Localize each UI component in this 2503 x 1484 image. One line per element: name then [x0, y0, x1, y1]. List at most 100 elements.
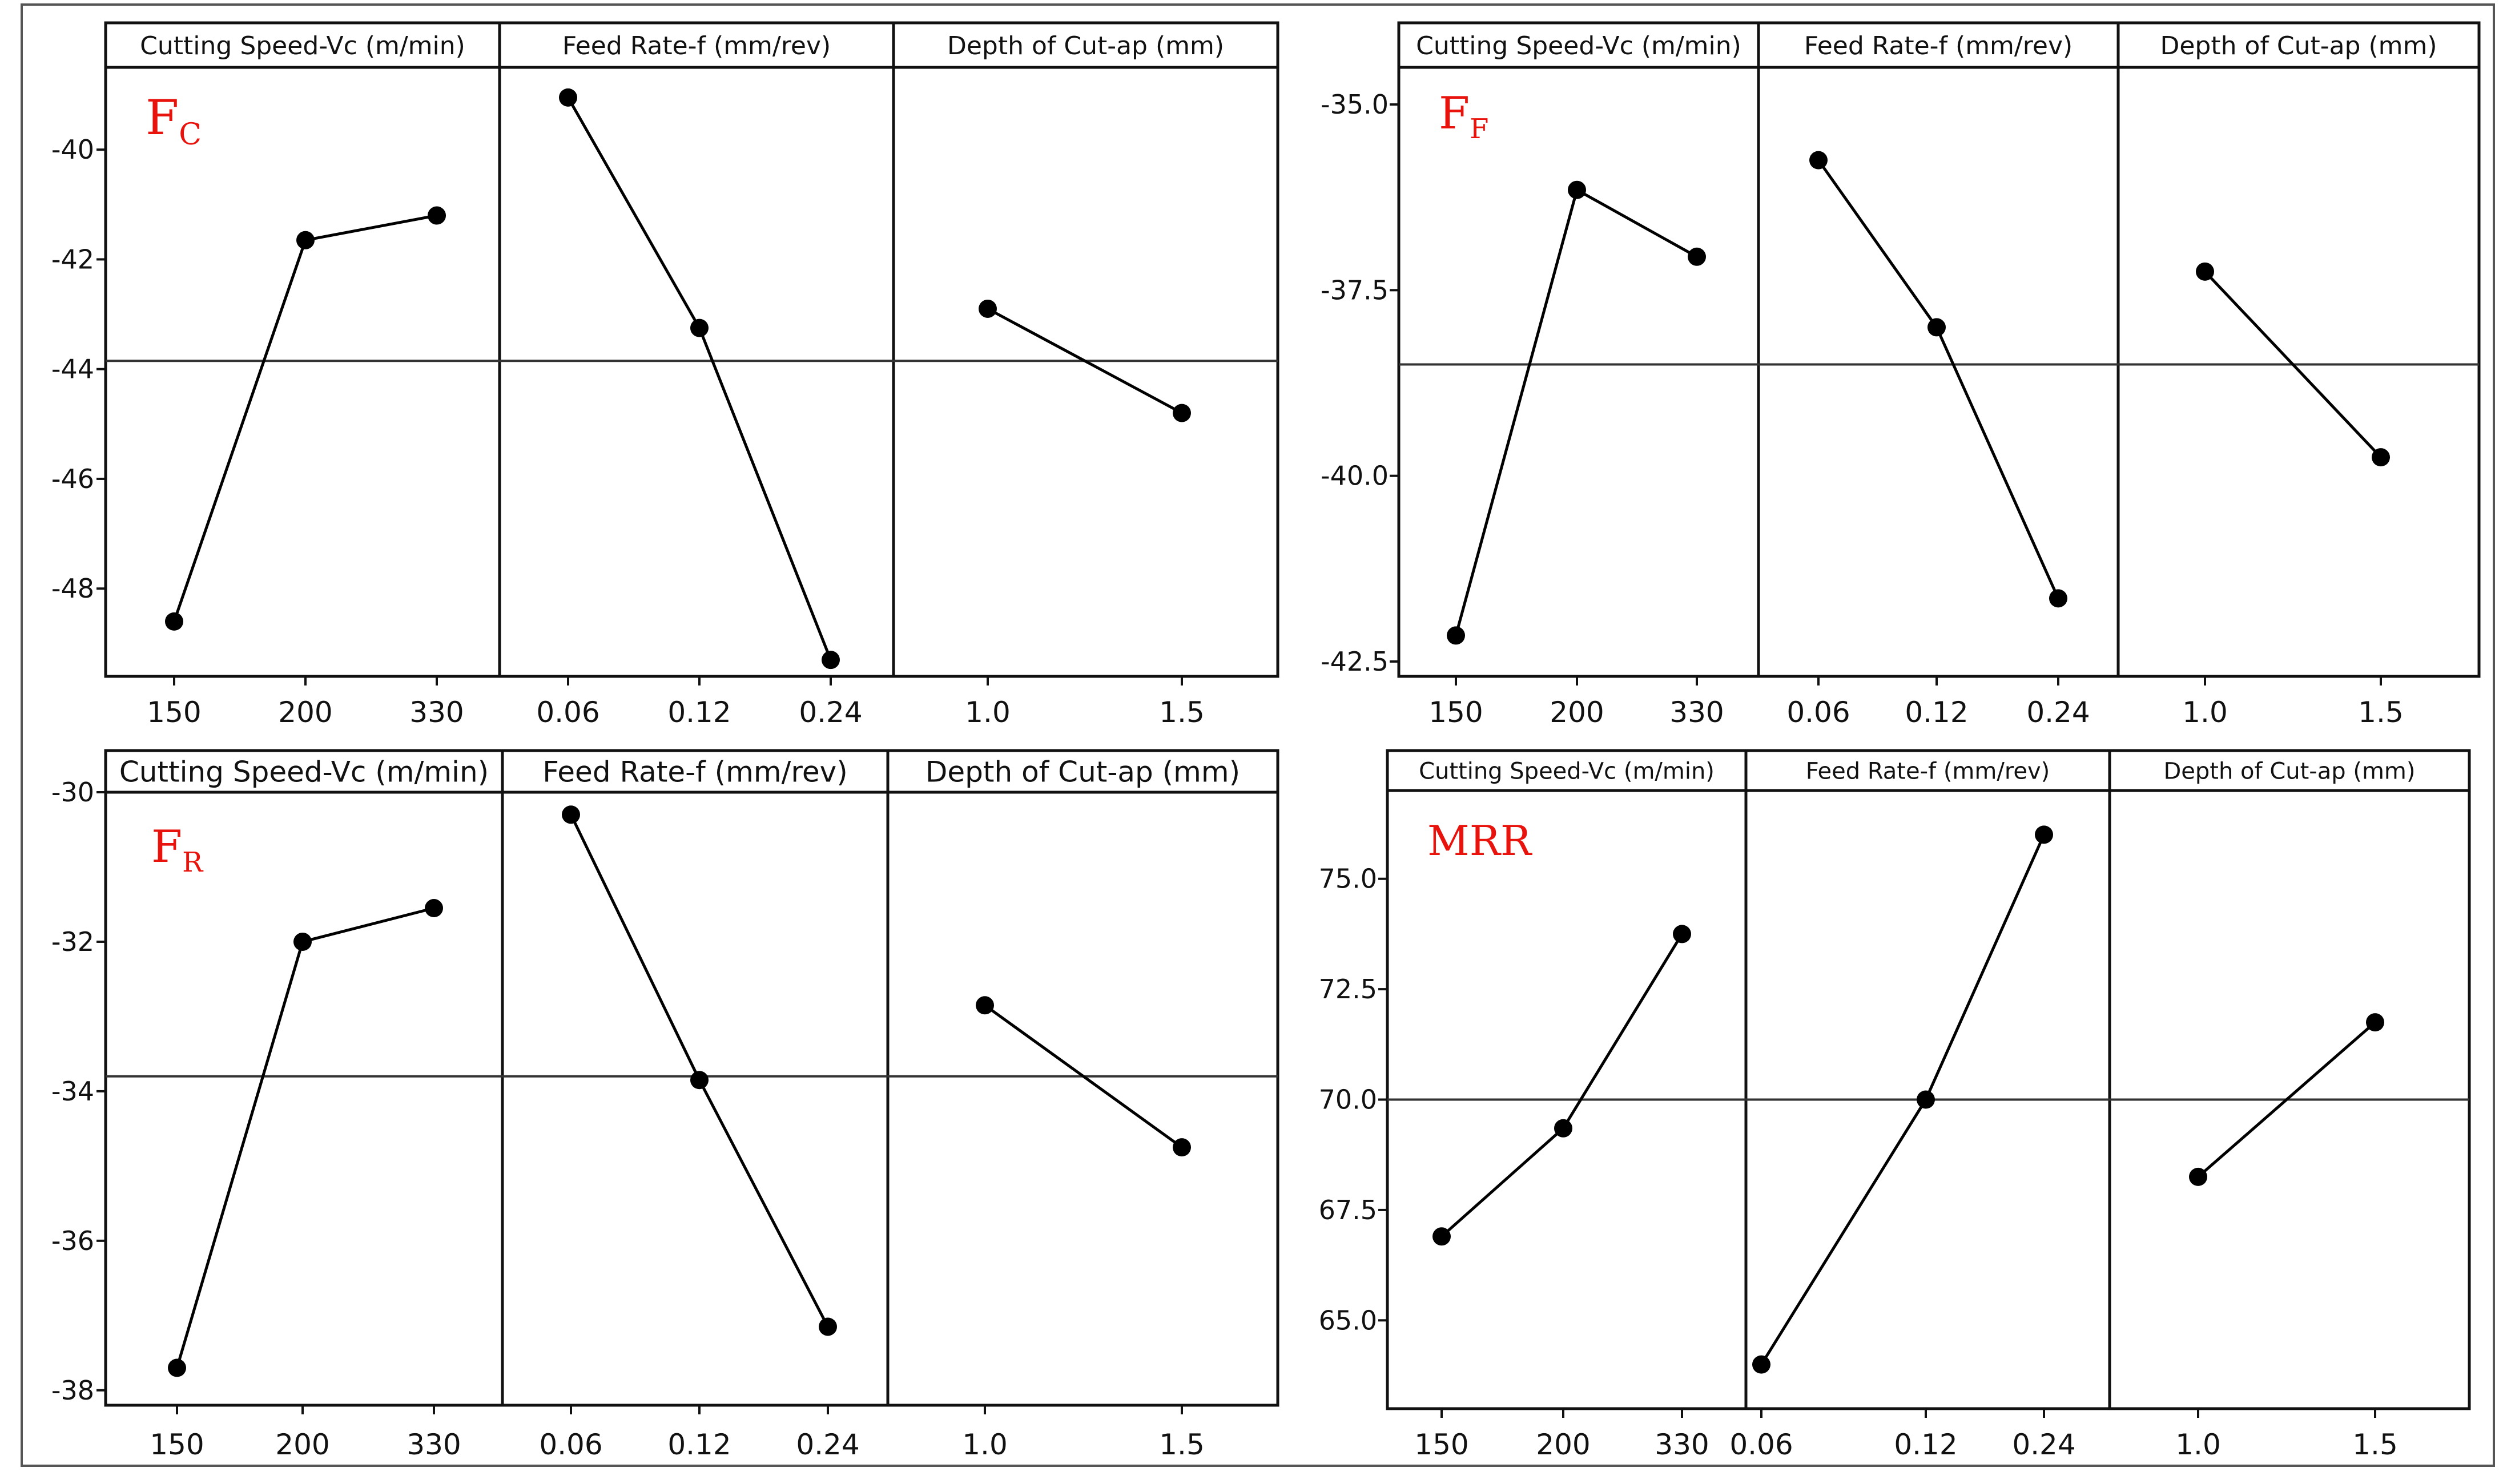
- series-segment: [1760, 1099, 1927, 1365]
- y-tick-label: -42.5: [1321, 646, 1389, 677]
- y-tick-label: -37.5: [1321, 275, 1389, 305]
- factor-header: Depth of Cut-ap (mm): [2160, 31, 2437, 61]
- factor-header: Feed Rate-f (mm/rev): [562, 31, 831, 61]
- x-tick-label: 150: [147, 696, 201, 729]
- factor-2: Feed Rate-f (mm/rev) 0.06 0.12 0.24: [536, 31, 862, 729]
- data-point: [1554, 1119, 1572, 1138]
- y-tick-label: -40: [51, 134, 94, 165]
- series-segment: [1454, 189, 1579, 636]
- x-tick-label: 0.24: [2012, 1428, 2075, 1461]
- data-point: [165, 612, 183, 631]
- x-tick-label: 150: [1414, 1428, 1468, 1461]
- data-point: [1673, 925, 1691, 943]
- series-segment: [2204, 271, 2382, 458]
- y-tick-label: 75.0: [1319, 864, 1377, 894]
- series-segment: [987, 307, 1183, 414]
- data-point: [976, 996, 994, 1015]
- series-segment: [1817, 159, 1938, 328]
- series-segment: [569, 814, 701, 1081]
- factor-header: Depth of Cut-ap (mm): [947, 31, 1224, 61]
- factor-1: Cutting Speed-Vc (m/min) 150 200 330: [140, 31, 465, 729]
- data-point: [2196, 262, 2214, 281]
- data-point: [2372, 448, 2390, 467]
- factor-2: Feed Rate-f (mm/rev) 0.06 0.12 0.24: [539, 756, 859, 1462]
- y-tick-label: -34: [51, 1076, 94, 1107]
- panel-label: MRR: [1427, 817, 1532, 865]
- factor-1: Cutting Speed-Vc (m/min) 150 200 330: [1414, 758, 1715, 1461]
- x-tick-label: 1.5: [1159, 1428, 1205, 1461]
- data-point: [690, 1071, 709, 1090]
- y-tick-label: -30: [51, 777, 94, 808]
- x-tick-label: 1.5: [2358, 696, 2404, 729]
- x-tick-label: 0.06: [1729, 1428, 1793, 1461]
- figure-outer-border: [21, 3, 2495, 1467]
- factor-header: Feed Rate-f (mm/rev): [1806, 758, 2050, 784]
- series-segment: [1576, 188, 1698, 258]
- data-point: [1432, 1227, 1451, 1246]
- series-segment: [2197, 1021, 2376, 1178]
- series-segment: [1440, 1127, 1564, 1238]
- series-segment: [172, 239, 307, 622]
- factor-header: Cutting Speed-Vc (m/min): [1416, 31, 1741, 61]
- y-tick-label: -35.0: [1321, 89, 1389, 120]
- x-tick-label: 200: [1536, 1428, 1590, 1461]
- x-tick-label: 200: [278, 696, 332, 729]
- x-tick-label: 330: [1655, 1428, 1709, 1461]
- y-tick-label: -40.0: [1321, 461, 1389, 491]
- factor-header: Feed Rate-f (mm/rev): [1804, 31, 2073, 61]
- data-point: [1927, 318, 1946, 337]
- data-point: [168, 1358, 186, 1377]
- x-tick-label: 0.12: [1894, 1428, 1957, 1461]
- data-point: [559, 88, 577, 107]
- y-tick-label: -44: [51, 354, 94, 385]
- factor-1: Cutting Speed-Vc (m/min) 150 200 330: [119, 756, 489, 1462]
- factor-3: Depth of Cut-ap (mm) 1.0 1.5: [925, 756, 1240, 1462]
- x-tick-label: 1.0: [2182, 696, 2228, 729]
- series-segment: [305, 214, 437, 242]
- x-tick-label: 0.24: [796, 1428, 859, 1461]
- y-tick-label: 72.5: [1319, 974, 1377, 1005]
- y-tick-label: -32: [51, 926, 94, 957]
- panel-frame: [1397, 21, 2481, 678]
- data-point: [1568, 180, 1586, 199]
- panel-frame: [1386, 749, 2471, 1410]
- data-point: [1688, 247, 1706, 266]
- y-tick-label: 67.5: [1319, 1195, 1377, 1225]
- factor-header: Depth of Cut-ap (mm): [925, 756, 1240, 789]
- panel-label-subscript: C: [179, 118, 202, 152]
- y-tick-label: -42: [51, 244, 94, 275]
- x-tick-label: 150: [150, 1428, 204, 1461]
- series-segment: [984, 1004, 1183, 1149]
- series-segment: [698, 1079, 830, 1328]
- panel-label-subscript: R: [182, 846, 204, 878]
- x-tick-label: 1.5: [2352, 1428, 2398, 1461]
- x-tick-label: 1.0: [965, 696, 1011, 729]
- series-segment: [1562, 933, 1684, 1130]
- series-segment: [1935, 326, 2060, 599]
- panel-label: FF: [1439, 88, 1488, 145]
- panel-label-subscript: F: [1470, 113, 1488, 145]
- x-tick-label: 0.12: [1905, 696, 1968, 729]
- x-tick-label: 330: [409, 696, 464, 729]
- series-segment: [698, 327, 832, 661]
- factor-3: Depth of Cut-ap (mm) 1.0 1.5: [2164, 758, 2416, 1461]
- data-point: [822, 651, 840, 670]
- data-point: [979, 299, 997, 318]
- x-tick-label: 0.06: [539, 1428, 602, 1461]
- x-tick-label: 0.24: [799, 696, 862, 729]
- data-point: [2049, 589, 2067, 608]
- factor-header: Cutting Speed-Vc (m/min): [1419, 758, 1715, 784]
- data-point: [690, 318, 709, 337]
- y-tick-label: -36: [51, 1225, 94, 1256]
- series-segment: [1924, 834, 2046, 1100]
- y-tick-label: -48: [51, 573, 94, 604]
- x-tick-label: 330: [407, 1428, 461, 1461]
- x-tick-label: 1.5: [1159, 696, 1205, 729]
- data-point: [1173, 404, 1191, 422]
- x-tick-label: 150: [1428, 696, 1483, 729]
- x-tick-label: 330: [1669, 696, 1724, 729]
